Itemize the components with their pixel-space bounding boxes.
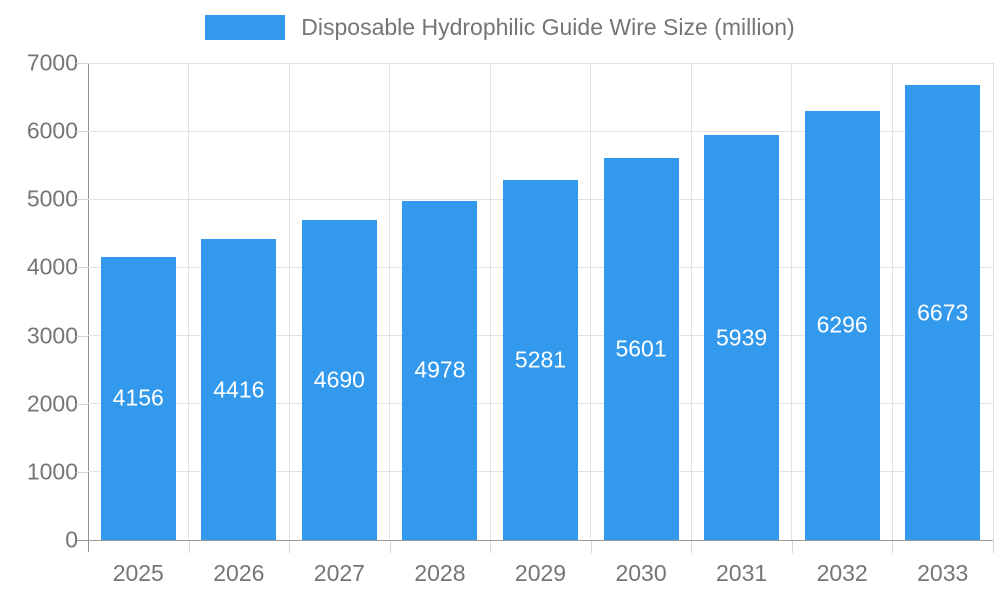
- v-gridline-6: [690, 63, 692, 540]
- legend[interactable]: Disposable Hydrophilic Guide Wire Size (…: [0, 14, 1000, 41]
- x-axis-label-2027: 2027: [313, 560, 365, 586]
- legend-swatch-icon: [205, 15, 286, 40]
- y-axis-label-4000: 4000: [26, 253, 78, 280]
- y-axis-label-3000: 3000: [26, 322, 78, 349]
- x-axis-label-2032: 2032: [816, 560, 868, 586]
- v-gridline-2: [288, 63, 290, 540]
- x-tick-2: [289, 541, 291, 553]
- plot-area: 4156 4416 4690 4978 5281 5601 5939 6296 6673: [88, 62, 994, 540]
- x-axis-label-2031: 2031: [716, 560, 768, 586]
- y-axis-label-0: 0: [65, 526, 78, 553]
- v-gridline-9: [992, 63, 994, 540]
- x-tick-9: [993, 541, 994, 553]
- bar-2028[interactable]: 4978: [402, 200, 478, 540]
- bar-2033[interactable]: 6673: [905, 85, 981, 540]
- x-axis-label-2030: 2030: [615, 560, 667, 586]
- bar-2030[interactable]: 5601: [603, 158, 679, 540]
- v-gridline-8: [891, 63, 893, 540]
- bar-value-2032: 6296: [816, 311, 868, 338]
- y-axis-line: [88, 63, 89, 552]
- y-tick-4000: [76, 267, 88, 269]
- h-gridline-7000: [88, 62, 993, 64]
- x-tick-5: [590, 541, 592, 553]
- y-tick-1000: [76, 471, 88, 473]
- y-axis-label-2000: 2000: [26, 390, 78, 417]
- y-axis-label-1000: 1000: [26, 458, 78, 485]
- x-axis-line: [76, 540, 993, 541]
- x-tick-8: [892, 541, 894, 553]
- v-gridline-1: [188, 63, 190, 540]
- bar-2025[interactable]: 4156: [100, 256, 176, 540]
- h-gridline-6000: [88, 130, 993, 132]
- y-axis-label-6000: 6000: [26, 117, 78, 144]
- bar-2026[interactable]: 4416: [201, 239, 277, 540]
- bar-value-2025: 4156: [112, 384, 164, 411]
- v-gridline-5: [590, 63, 592, 540]
- bar-value-2026: 4416: [213, 376, 265, 403]
- x-axis-label-2025: 2025: [112, 560, 164, 586]
- bar-2027[interactable]: 4690: [301, 220, 377, 540]
- x-tick-4: [490, 541, 492, 553]
- y-axis-label-7000: 7000: [26, 49, 78, 76]
- x-axis-label-2028: 2028: [414, 560, 466, 586]
- y-axis-label-5000: 5000: [26, 185, 78, 212]
- bar-2029[interactable]: 5281: [503, 180, 578, 540]
- y-tick-2000: [76, 403, 88, 405]
- v-gridline-7: [791, 63, 793, 540]
- v-gridline-3: [389, 63, 391, 540]
- bar-value-2027: 4690: [313, 366, 365, 393]
- x-tick-3: [389, 541, 391, 553]
- bar-value-2029: 5281: [514, 346, 567, 373]
- bar-value-2033: 6673: [917, 299, 969, 326]
- y-tick-3000: [76, 335, 88, 337]
- x-axis-label-2029: 2029: [514, 560, 567, 586]
- bar-2032[interactable]: 6296: [804, 110, 880, 540]
- legend-label: Disposable Hydrophilic Guide Wire Size (…: [301, 14, 795, 40]
- x-axis-label-2026: 2026: [213, 560, 265, 586]
- x-axis-label-2033: 2033: [917, 560, 969, 586]
- x-tick-1: [188, 541, 190, 553]
- y-tick-5000: [76, 199, 88, 201]
- bar-2031[interactable]: 5939: [704, 135, 780, 540]
- v-gridline-4: [489, 63, 491, 540]
- bar-value-2030: 5601: [615, 335, 667, 362]
- y-tick-7000: [76, 63, 88, 64]
- x-tick-6: [691, 541, 693, 553]
- bar-value-2031: 5939: [716, 324, 768, 351]
- x-tick-7: [791, 541, 793, 553]
- bar-value-2028: 4978: [414, 356, 466, 383]
- y-tick-6000: [76, 131, 88, 133]
